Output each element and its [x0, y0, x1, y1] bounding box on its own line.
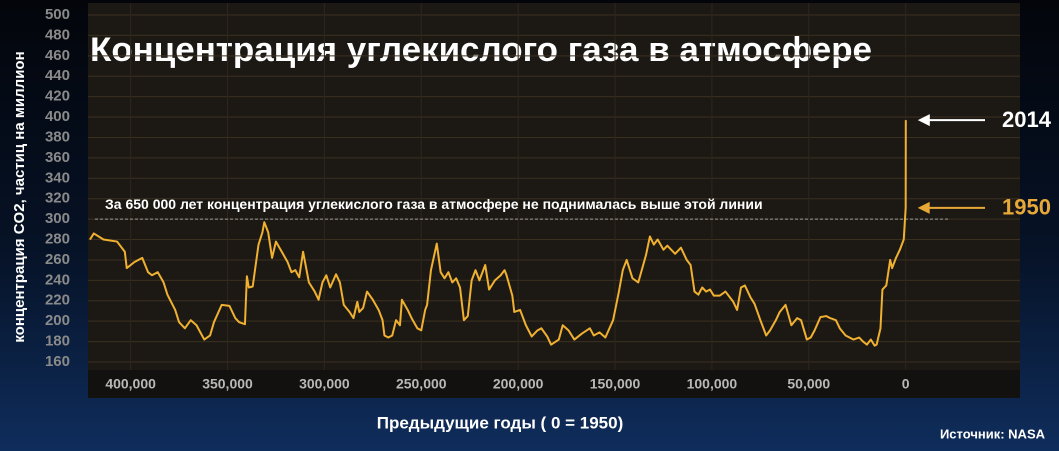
x-axis-label: Предыдущие годы ( 0 = 1950) [377, 413, 624, 432]
reference-label: За 650 000 лет концентрация углекислого … [105, 196, 763, 212]
chart-title: Концентрация углекислого газа в атмосфер… [90, 31, 872, 69]
y-tick-label: 160 [45, 353, 70, 370]
y-tick-label: 220 [45, 292, 70, 309]
y-tick-label: 240 [45, 271, 70, 288]
y-tick-label: 400 [45, 108, 70, 125]
x-tick-label: 100,000 [687, 376, 738, 392]
y-tick-label: 460 [45, 47, 70, 64]
x-tick-label: 300,000 [299, 376, 350, 392]
y-tick-label: 440 [45, 67, 70, 84]
y-tick-label: 320 [45, 190, 70, 207]
y-tick-label: 380 [45, 128, 70, 145]
x-tick-label: 200,000 [493, 376, 544, 392]
y-axis-label: концентрация CO2, частиц на миллион [11, 51, 28, 342]
x-tick-label: 400,000 [105, 376, 156, 392]
annotation-arrowhead [917, 201, 930, 214]
y-tick-label: 500 [45, 6, 70, 23]
x-tick-label: 350,000 [202, 376, 253, 392]
x-axis-band [88, 370, 1020, 398]
y-tick-label: 340 [45, 169, 70, 186]
y-tick-label: 420 [45, 88, 70, 105]
x-tick-label: 0 [902, 376, 910, 392]
annotation-label: 1950 [1002, 195, 1051, 220]
x-tick-label: 250,000 [396, 376, 447, 392]
y-tick-label: 260 [45, 251, 70, 268]
data-line [89, 120, 907, 347]
plot-area [88, 3, 1020, 370]
y-tick-label: 480 [45, 26, 70, 43]
annotation-label: 2014 [1002, 107, 1052, 132]
y-tick-label: 360 [45, 149, 70, 166]
annotation-arrowhead [917, 114, 930, 127]
y-tick-label: 200 [45, 312, 70, 329]
y-tick-label: 180 [45, 333, 70, 350]
y-tick-label: 300 [45, 210, 70, 227]
source: Источник: NASA [940, 426, 1046, 441]
y-tick-label: 280 [45, 230, 70, 247]
x-tick-label: 150,000 [590, 376, 641, 392]
x-tick-label: 50,000 [787, 376, 830, 392]
